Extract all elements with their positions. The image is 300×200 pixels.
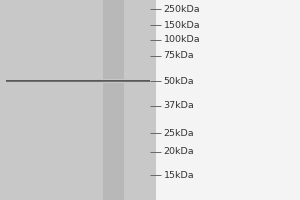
Text: 25kDa: 25kDa: [164, 129, 194, 138]
Text: 150kDa: 150kDa: [164, 21, 200, 29]
Text: 75kDa: 75kDa: [164, 51, 194, 60]
Text: 100kDa: 100kDa: [164, 36, 200, 45]
Bar: [103, 0, 124, 200]
Bar: [0, 0, 156, 200]
Bar: [156, 0, 300, 200]
Text: 20kDa: 20kDa: [164, 148, 194, 156]
Text: 37kDa: 37kDa: [164, 102, 194, 110]
Text: 250kDa: 250kDa: [164, 4, 200, 14]
Text: 50kDa: 50kDa: [164, 76, 194, 86]
Text: 15kDa: 15kDa: [164, 170, 194, 180]
